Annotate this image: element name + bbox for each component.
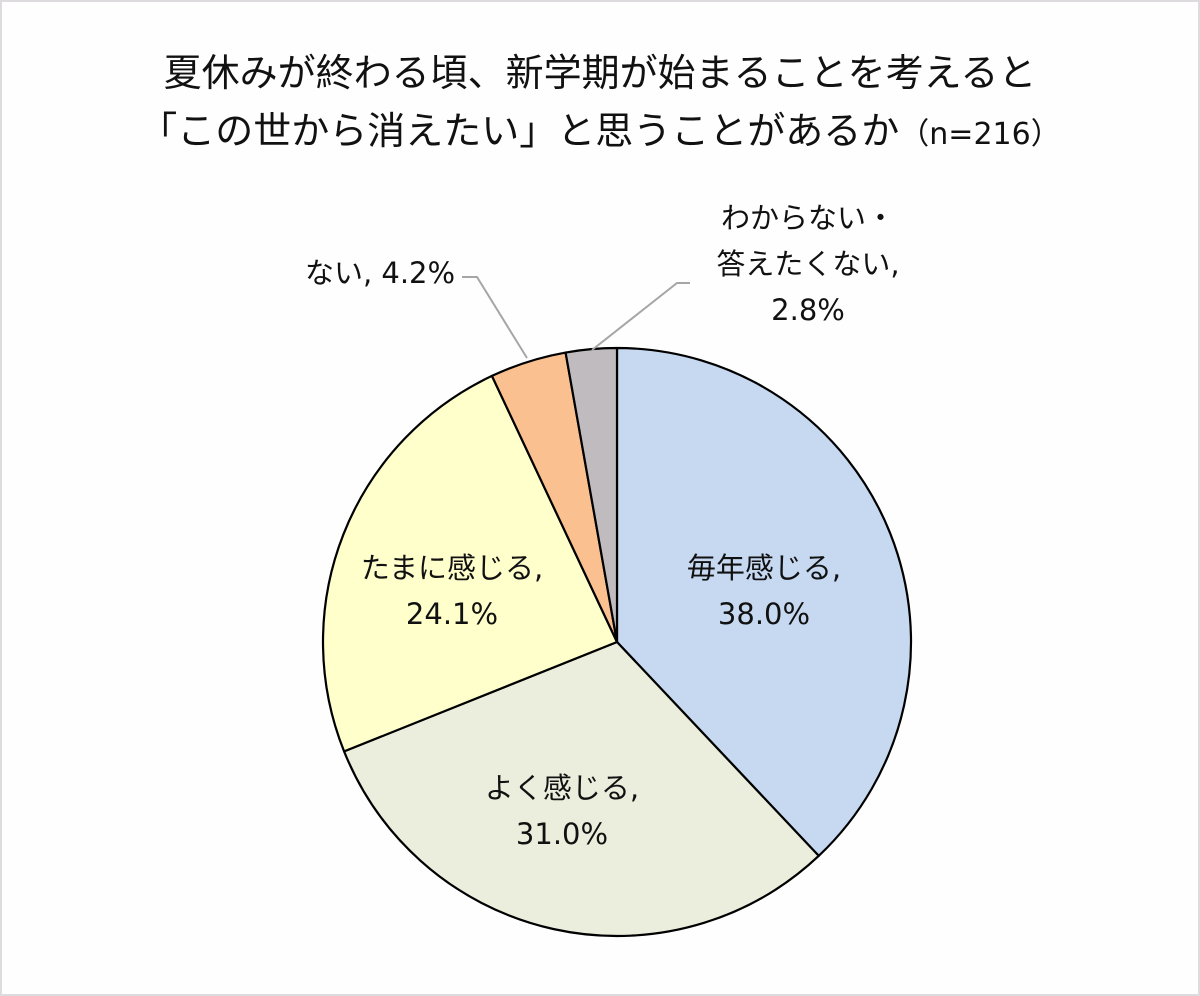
chart-title-line2: 「この世から消えたい」と思うことがあるか（n=216） xyxy=(0,100,1200,155)
sample-size-label: （n=216） xyxy=(899,117,1061,152)
data-label-often: よく感じる, 31.0% xyxy=(485,765,639,857)
leader-line-unknown xyxy=(591,282,690,351)
label-sometimes-value: 24.1% xyxy=(405,597,499,631)
label-sometimes-name: たまに感じる, xyxy=(360,551,544,585)
label-every-year-name: 毎年感じる, xyxy=(686,551,842,585)
label-unknown-line1: わからない・ xyxy=(720,201,895,235)
chart-title-line1: 夏休みが終わる頃、新学期が始まることを考えると xyxy=(0,42,1200,97)
data-label-unknown: わからない・ 答えたくない, 2.8% xyxy=(716,195,899,333)
label-often-value: 31.0% xyxy=(515,817,609,851)
slice-often xyxy=(343,640,820,938)
slice-every-year xyxy=(615,346,913,857)
data-label-never: ない, 4.2% xyxy=(305,250,455,296)
title-text-line2: 「この世から消えたい」と思うことがあるか xyxy=(139,109,900,153)
label-unknown-line2: 答えたくない, xyxy=(716,247,900,281)
data-label-every-year: 毎年感じる, 38.0% xyxy=(687,545,841,637)
data-label-sometimes: たまに感じる, 24.1% xyxy=(361,545,543,637)
label-never-text: ない, 4.2% xyxy=(304,256,456,290)
label-unknown-value: 2.8% xyxy=(771,293,845,327)
label-often-name: よく感じる, xyxy=(484,771,640,805)
slice-sometimes xyxy=(321,374,619,753)
slice-unknown xyxy=(564,346,619,644)
title-text-line1: 夏休みが終わる頃、新学期が始まることを考えると xyxy=(163,51,1037,95)
leader-line-never xyxy=(462,276,528,359)
label-every-year-value: 38.0% xyxy=(717,597,811,631)
